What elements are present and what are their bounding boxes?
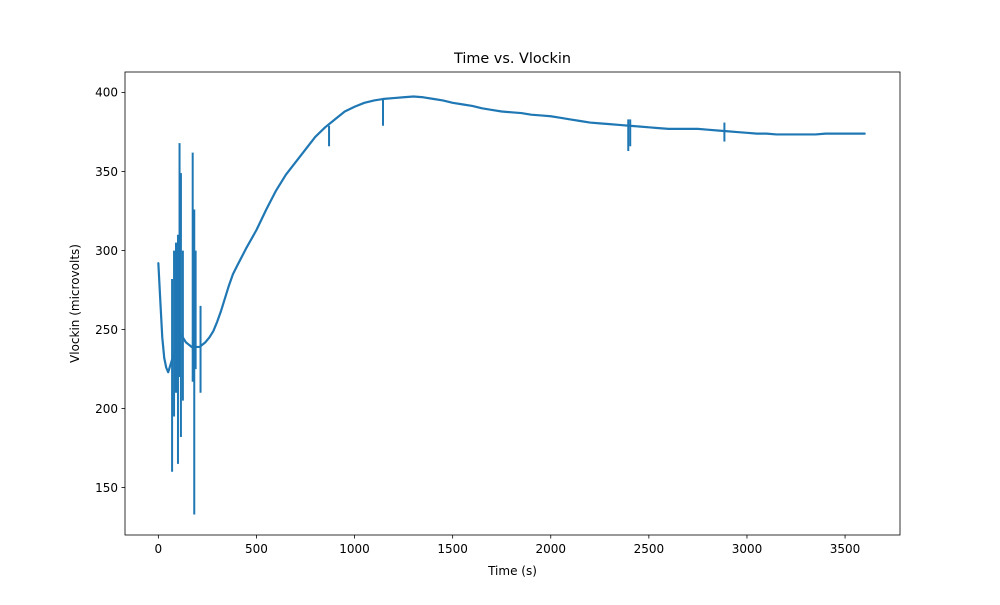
x-tick-label: 0	[155, 542, 163, 556]
y-tick-label: 200	[95, 402, 118, 416]
y-tick-label: 250	[95, 323, 118, 337]
x-tick-label: 1500	[437, 542, 468, 556]
x-axis-title: Time (s)	[487, 564, 537, 578]
plot-area-frame	[124, 71, 901, 536]
y-tick-label: 300	[95, 244, 118, 258]
chart-title: Time vs. Vlockin	[453, 51, 571, 67]
x-tick-label: 2500	[634, 542, 665, 556]
x-tick-label: 3000	[732, 542, 763, 556]
x-tick-label: 2000	[535, 542, 566, 556]
y-axis: 150 200 250 300 350 400	[95, 86, 125, 495]
x-axis: 0 500 1000 1500 2000 2500 3000 3500	[155, 535, 861, 556]
series-line-0	[157, 95, 866, 374]
y-axis-title: Vlockin (microvolts)	[68, 244, 82, 363]
y-tick-label: 400	[95, 86, 118, 100]
x-tick-label: 500	[245, 542, 268, 556]
x-tick-label: 3500	[830, 542, 861, 556]
y-tick-label: 350	[95, 165, 118, 179]
plot-data-layer	[157, 95, 866, 515]
x-tick-label: 1000	[339, 542, 370, 556]
y-tick-label: 150	[95, 481, 118, 495]
